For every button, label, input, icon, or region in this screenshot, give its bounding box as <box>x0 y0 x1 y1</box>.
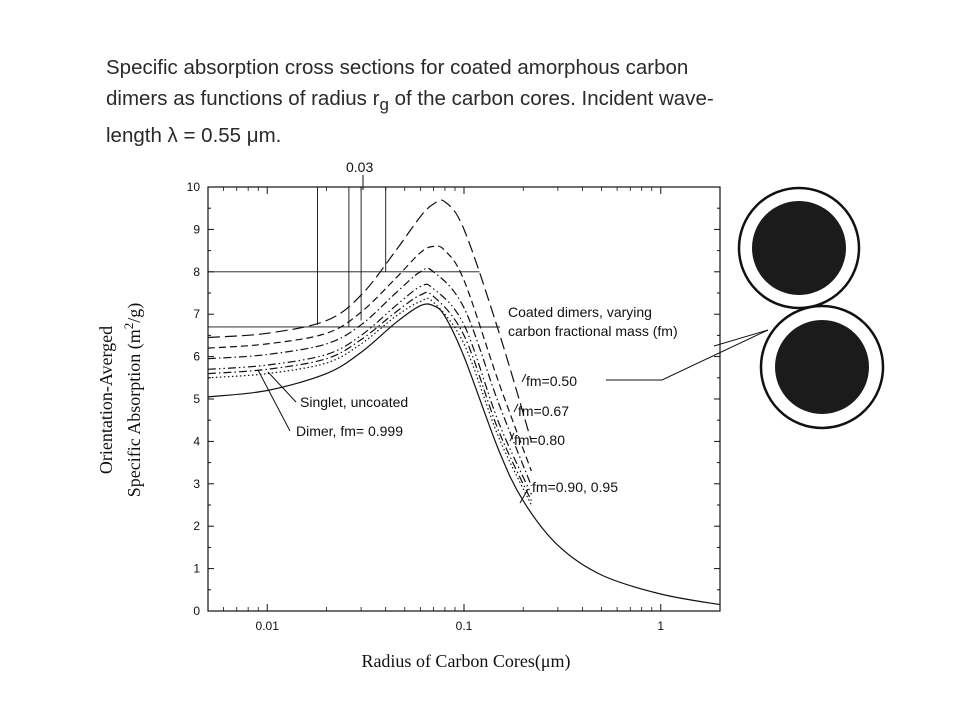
y-tick-label-10: 10 <box>187 180 201 194</box>
reference-lines <box>208 187 493 328</box>
y-tick-label-2: 2 <box>193 519 200 533</box>
y-tick-label-9: 9 <box>193 222 200 236</box>
y-tick-label-3: 3 <box>193 477 200 491</box>
lower-particle-core <box>775 320 869 414</box>
leader-arrow-coated <box>713 329 769 347</box>
y-axis-label-main: Specific Absorption (m <box>124 329 145 497</box>
y-tick-label-7: 7 <box>193 307 200 321</box>
annotation-singlet: Singlet, uncoated <box>300 394 408 410</box>
upper-particle-core <box>752 201 846 295</box>
series-group <box>207 199 721 606</box>
annotation-fm-080: fm=0.80 <box>514 432 565 448</box>
caption-line-2a: dimers as functions of radius r <box>106 87 380 110</box>
x-tick-label-2: 1 <box>657 619 664 633</box>
caption-line-1: Specific absorption cross sections for c… <box>106 56 689 79</box>
series-line-fm-0-95 <box>207 291 532 502</box>
caption-subscript-g: g <box>379 95 389 115</box>
y-axis-label-line2: Specific Absorption (m2/g) <box>121 303 145 497</box>
y-tick-label-5: 5 <box>193 392 200 406</box>
series-line-fm-0-67 <box>207 245 532 472</box>
caption-line-2: dimers as functions of radius rg of the … <box>106 83 846 120</box>
y-tick-label-6: 6 <box>193 350 200 364</box>
caption-line-2b: of the carbon cores. Incident wave- <box>388 87 714 110</box>
figure-caption: Specific absorption cross sections for c… <box>106 52 846 151</box>
y-axis-label-end: /g) <box>124 303 145 323</box>
leader-fm080 <box>509 432 515 442</box>
series-line-singlet <box>207 303 721 606</box>
y-tick-label-0: 0 <box>193 604 200 618</box>
coated-dimer-illustration <box>737 186 885 430</box>
annotation-fm-067: fm=0.67 <box>518 403 569 419</box>
leader-to-particle <box>606 329 769 381</box>
y-axis-label: Orientation-Averged Specific Absorption … <box>96 303 145 497</box>
y-tick-label-1: 1 <box>193 562 200 576</box>
y-tick-label-8: 8 <box>193 265 200 279</box>
annotation-fm-090-095: fm=0.90, 0.95 <box>532 479 618 495</box>
leader-lines <box>257 175 769 504</box>
series-line-dimer-0-999 <box>207 297 532 506</box>
series-line-fm-0-90 <box>207 283 532 495</box>
annotation-003: 0.03 <box>346 159 373 175</box>
plot-frame <box>207 186 721 612</box>
caption-line-3: length λ = 0.55 μm. <box>106 124 282 148</box>
annotation-coated-dimers-1: Coated dimers, varying <box>508 304 652 320</box>
leader-dimer <box>257 369 291 432</box>
leader-singlet <box>267 371 297 403</box>
annotation-fm-050: fm=0.50 <box>526 373 577 389</box>
annotation-coated-dimers-2: carbon fractional mass (fm) <box>508 323 678 339</box>
leader-fm090 <box>519 488 529 504</box>
y-axis-label-line1: Orientation-Averged <box>96 326 116 474</box>
x-tick-label-0: 0.01 <box>256 619 280 633</box>
series-line-fm-0-80 <box>207 267 532 487</box>
series-line-fm-0-50 <box>207 199 532 442</box>
leader-fm067 <box>513 403 519 413</box>
axis-ticks: 0 1 2 3 4 5 6 7 8 9 10 0.01 0.1 1 <box>187 180 720 633</box>
x-tick-label-1: 0.1 <box>456 619 473 633</box>
y-axis-label-sup: 2 <box>121 323 136 330</box>
x-axis-label: Radius of Carbon Cores(μm) <box>361 651 570 672</box>
annotation-dimer: Dimer, fm= 0.999 <box>296 423 403 439</box>
y-tick-label-4: 4 <box>193 434 200 448</box>
leader-fm050 <box>521 373 527 383</box>
